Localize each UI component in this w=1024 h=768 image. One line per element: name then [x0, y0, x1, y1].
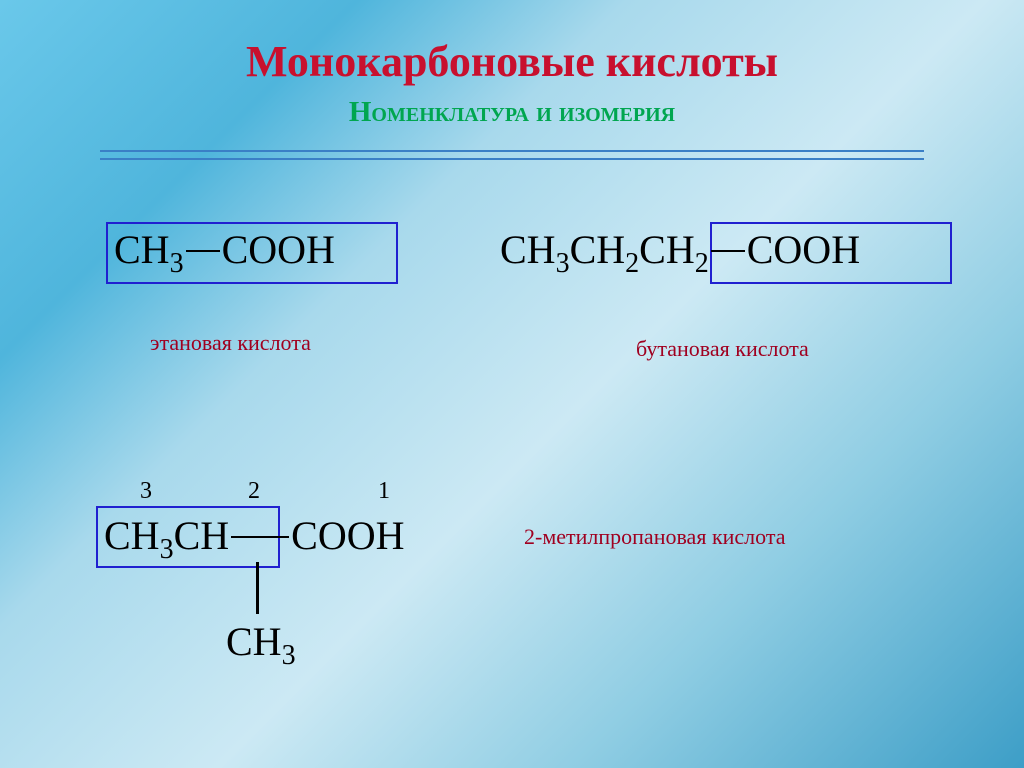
slide-subtitle: Номенклатура и изомерия	[0, 96, 1024, 129]
formula-part: CH	[500, 227, 556, 272]
formula-sub: 3	[282, 640, 296, 671]
formula-part: CH	[104, 513, 160, 558]
formula-sub: 3	[556, 248, 570, 279]
formula-part: CH	[570, 227, 626, 272]
carbon-number-1: 1	[378, 478, 390, 505]
title-divider	[100, 150, 924, 160]
formula-part: CH	[114, 227, 170, 272]
bond-icon	[711, 250, 745, 252]
butanoic-label: бутановая кислота	[636, 336, 809, 362]
formula-part: CH	[174, 513, 230, 558]
formula-sub: 2	[695, 248, 709, 279]
formula-sub: 2	[625, 248, 639, 279]
methylpropanoic-formula: CH3CH COOH	[104, 512, 405, 566]
carbon-number-3: 3	[140, 478, 152, 505]
methylpropanoic-branch: CH3	[226, 618, 296, 672]
carbon-number-2: 2	[248, 478, 260, 505]
formula-part: CH	[639, 227, 695, 272]
slide-background: Монокарбоновые кислоты Номенклатура и из…	[0, 0, 1024, 768]
formula-part: COOH	[291, 513, 404, 558]
formula-part: COOH	[222, 227, 335, 272]
formula-sub: 3	[170, 248, 184, 279]
methylpropanoic-label: 2-метилпропановая кислота	[524, 524, 786, 550]
ethanoic-formula: CH3 COOH	[114, 226, 335, 280]
vertical-bond-icon	[256, 562, 259, 614]
slide-title: Монокарбоновые кислоты	[0, 36, 1024, 87]
bond-icon	[231, 536, 289, 538]
ethanoic-label: этановая кислота	[150, 330, 311, 356]
bond-icon	[186, 250, 220, 252]
formula-sub: 3	[160, 534, 174, 565]
formula-part: COOH	[747, 227, 860, 272]
butanoic-formula: CH3CH2CH2COOH	[500, 226, 860, 280]
formula-part: CH	[226, 619, 282, 664]
